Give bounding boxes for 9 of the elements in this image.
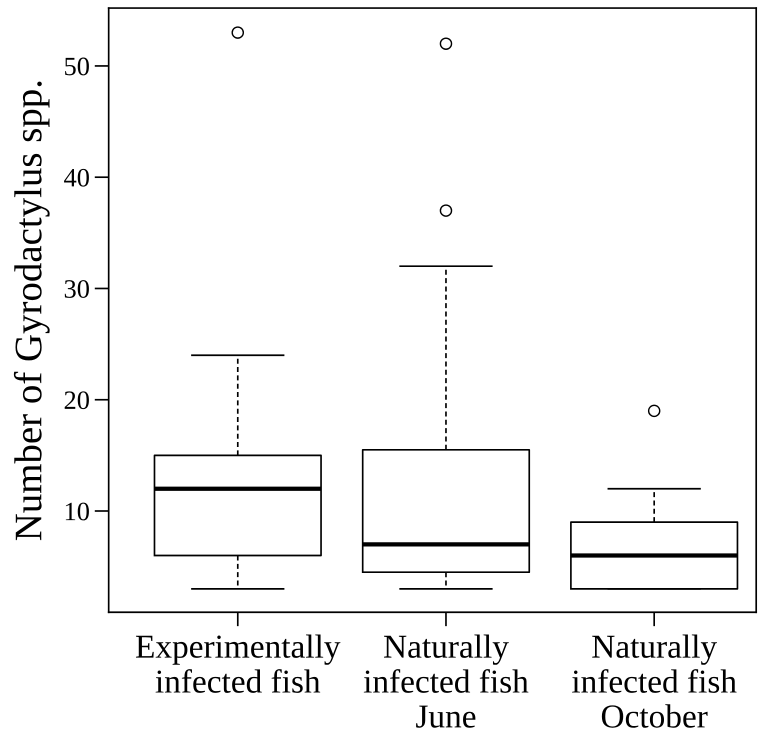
x-tick-label: Naturally infected fish June bbox=[364, 634, 528, 728]
y-tick-label: 50 bbox=[65, 58, 89, 76]
y-tick-label: 20 bbox=[64, 391, 89, 410]
y-axis-title: Number of Gyrodactylus spp. bbox=[14, 82, 50, 540]
y-tick-label: 40 bbox=[64, 168, 89, 187]
y-tick-label: 30 bbox=[64, 280, 89, 298]
y-tick-label: 10 bbox=[66, 502, 89, 520]
x-tick-label: Naturally infected fish October bbox=[572, 634, 737, 728]
x-tick-label: Experimentally infected fish bbox=[136, 634, 340, 693]
